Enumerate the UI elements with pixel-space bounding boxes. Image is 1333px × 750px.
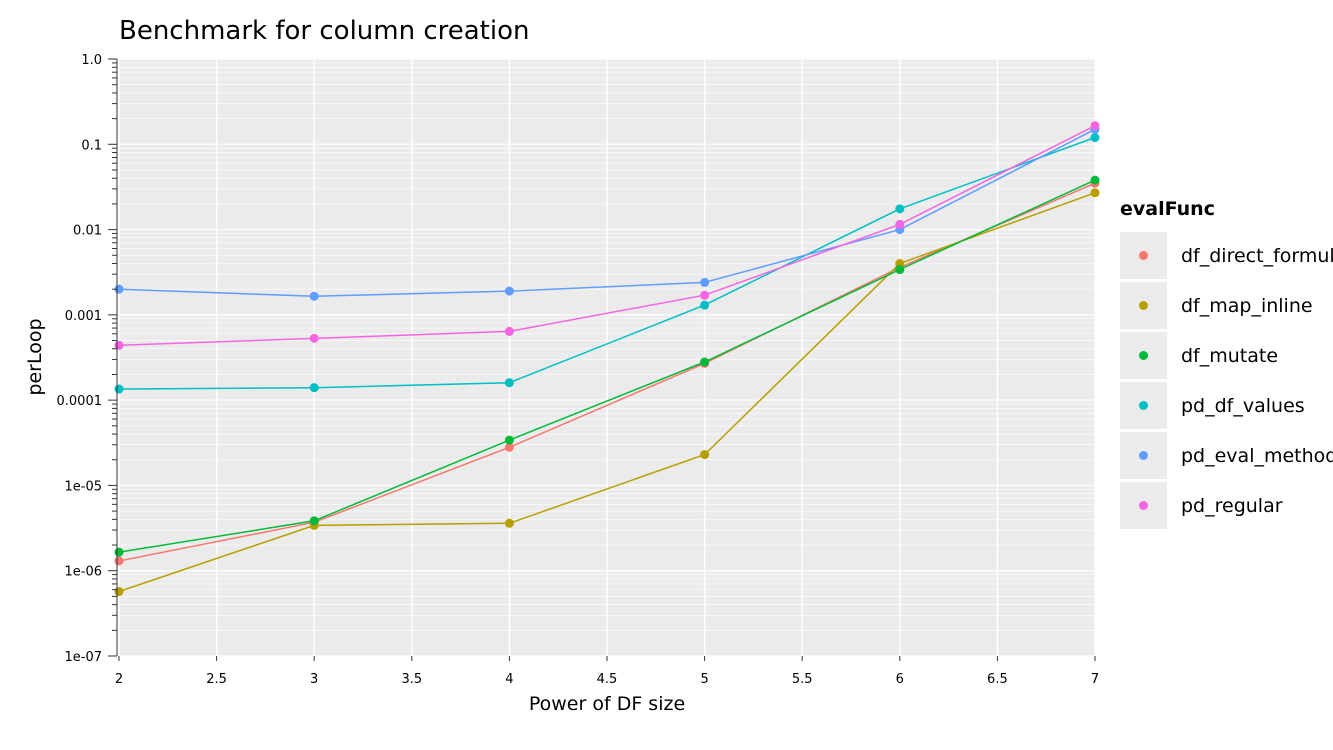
- x-tick-label: 7: [1091, 672, 1099, 687]
- data-point: [114, 547, 124, 557]
- data-point: [114, 384, 124, 394]
- chart-title: Benchmark for column creation: [119, 16, 530, 46]
- data-point: [1090, 175, 1100, 185]
- data-point: [1090, 133, 1100, 143]
- legend-label: pd_df_values: [1181, 395, 1305, 417]
- y-tick-label: 1.0: [81, 53, 102, 68]
- x-tick-label: 4: [505, 672, 513, 687]
- legend-item: pd_df_values: [1120, 382, 1305, 429]
- y-tick-label: 0.1: [81, 138, 102, 153]
- legend: evalFunc df_direct_formula df_map_inlined…: [1120, 198, 1333, 529]
- legend-marker: [1139, 451, 1148, 460]
- y-tick-label: 1e-05: [64, 479, 102, 494]
- y-axis-title: perLoop: [24, 318, 46, 395]
- data-point: [895, 204, 905, 214]
- legend-label: pd_regular: [1181, 495, 1283, 517]
- series-line: [118, 125, 1096, 347]
- x-tick-label: 2.5: [206, 672, 227, 687]
- legend-item: df_map_inline: [1120, 282, 1313, 329]
- legend-marker: [1139, 251, 1148, 260]
- x-tick-label: 5: [700, 672, 708, 687]
- x-axis-title: Power of DF size: [529, 693, 685, 715]
- data-point: [700, 450, 710, 460]
- data-point: [504, 326, 514, 336]
- data-point: [504, 442, 514, 452]
- data-point: [309, 291, 319, 301]
- x-axis: 2 2.5 3 3.5 4 4.5 5 5.5 6 6.5 7: [115, 656, 1099, 687]
- data-point: [1090, 188, 1100, 198]
- legend-item: pd_regular: [1120, 482, 1283, 529]
- y-tick-label: 0.01: [73, 224, 102, 239]
- data-point: [309, 383, 319, 393]
- legend-item: df_mutate: [1120, 332, 1278, 379]
- data-point: [504, 378, 514, 388]
- legend-label: df_direct_formula: [1181, 245, 1333, 267]
- data-point: [1090, 121, 1100, 131]
- legend-marker: [1139, 301, 1148, 310]
- data-point: [700, 277, 710, 287]
- data-point: [309, 333, 319, 343]
- data-point: [895, 219, 905, 229]
- data-point: [700, 357, 710, 367]
- data-point: [309, 516, 319, 526]
- series-line: [118, 128, 1096, 298]
- x-tick-label: 3: [310, 672, 318, 687]
- series-line: [118, 179, 1096, 553]
- y-axis: 1e-07 1e-06 1e-05 0.0001 0.001 0.01 0.1 1.0: [57, 53, 118, 665]
- x-tick-label: 3.5: [401, 672, 422, 687]
- legend-marker: [1139, 351, 1148, 360]
- x-tick-label: 4.5: [597, 672, 618, 687]
- data-point: [504, 286, 514, 296]
- data-point: [504, 518, 514, 528]
- legend-title: evalFunc: [1120, 198, 1215, 220]
- y-tick-label: 0.001: [65, 309, 102, 324]
- legend-item: pd_eval_method: [1120, 432, 1333, 479]
- series-line: [118, 192, 1096, 593]
- x-tick-label: 6: [896, 672, 904, 687]
- legend-marker: [1139, 501, 1148, 510]
- series-line: [118, 182, 1096, 562]
- data-point: [114, 556, 124, 566]
- legend-marker: [1139, 401, 1148, 410]
- y-tick-label: 1e-06: [64, 565, 102, 580]
- x-tick-label: 6.5: [987, 672, 1008, 687]
- series-df_mutate: [114, 175, 1100, 557]
- series-pd_regular: [114, 121, 1100, 350]
- y-tick-label: 0.0001: [57, 394, 103, 409]
- data-point: [895, 265, 905, 275]
- x-tick-label: 5.5: [792, 672, 813, 687]
- y-tick-label: 1e-07: [64, 650, 102, 665]
- legend-label: df_map_inline: [1181, 295, 1313, 317]
- data-point: [700, 290, 710, 300]
- series-layer: [114, 121, 1100, 597]
- data-point: [504, 435, 514, 445]
- x-tick-label: 2: [115, 672, 123, 687]
- data-point: [114, 587, 124, 597]
- series-line: [118, 136, 1096, 390]
- legend-label: pd_eval_method: [1181, 445, 1333, 467]
- data-point: [700, 300, 710, 310]
- legend-label: df_mutate: [1181, 345, 1278, 367]
- legend-item: df_direct_formula: [1120, 232, 1333, 279]
